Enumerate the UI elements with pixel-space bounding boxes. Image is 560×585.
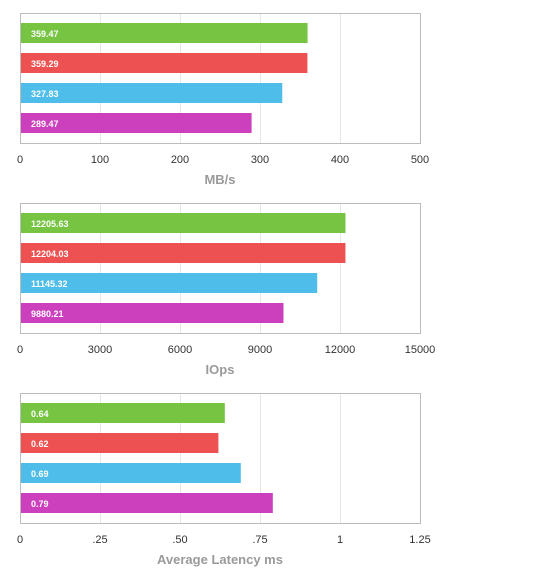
chart-2-bar-4 [21, 303, 284, 323]
chart-1-bar-label-3: 327.83 [31, 89, 59, 99]
chart-2-bar-label-1: 12205.63 [31, 219, 69, 229]
chart-1-bar-label-1: 359.47 [31, 29, 59, 39]
chart-1-tick-label: 0 [17, 154, 23, 166]
chart-3-tick-label: 0 [17, 534, 23, 546]
chart-3-tick-label: 1.25 [409, 534, 430, 546]
chart-3-bar-4 [21, 493, 273, 513]
chart-3-bar-label-4: 0.79 [31, 499, 49, 509]
chart-2-bar-label-2: 12204.03 [31, 249, 69, 259]
chart-2-tick-label: 12000 [325, 344, 356, 356]
chart-2-tick-label: 6000 [168, 344, 192, 356]
chart-1-tick-label: 400 [331, 154, 349, 166]
chart-1-bar-4 [21, 113, 252, 133]
chart-2-tick-label: 15000 [405, 344, 436, 356]
chart-1-bar-label-2: 359.29 [31, 59, 59, 69]
chart-1-bar-3 [21, 83, 283, 103]
chart-1-tick-label: 100 [91, 154, 109, 166]
chart-3-bar-2 [21, 433, 219, 453]
chart-3-bar-3 [21, 463, 241, 483]
chart-2-bar-label-4: 9880.21 [31, 309, 64, 319]
chart-2-tick-label: 9000 [248, 344, 272, 356]
chart-1-tick-label: 300 [251, 154, 269, 166]
chart-3-bar-1 [21, 403, 225, 423]
chart-2-bar-2 [21, 243, 346, 263]
chart-3-tick-label: .75 [252, 534, 267, 546]
chart-3-tick-label: 1 [337, 534, 343, 546]
chart-3-bar-label-3: 0.69 [31, 469, 49, 479]
chart-3-tick-label: .50 [172, 534, 187, 546]
chart-1-tick-label: 500 [411, 154, 429, 166]
chart-3-tick-label: .25 [92, 534, 107, 546]
chart-2-bar-3 [21, 273, 318, 293]
chart-1-tick-label: 200 [171, 154, 189, 166]
chart-2-bar-label-3: 11145.32 [31, 279, 68, 289]
chart-1-bar-2 [21, 53, 308, 73]
chart-2-tick-label: 0 [17, 344, 23, 356]
chart-2-tick-label: 3000 [88, 344, 112, 356]
chart-3-bar-label-1: 0.64 [31, 409, 49, 419]
chart-2-axis-label: IOps [206, 362, 235, 377]
chart-1-bar-label-4: 289.47 [31, 119, 59, 129]
chart-3-bar-label-2: 0.62 [31, 439, 49, 449]
chart-1-axis-label: MB/s [204, 172, 235, 187]
chart-2-bar-1 [21, 213, 346, 233]
chart-1-bar-1 [21, 23, 308, 43]
chart-3-axis-label: Average Latency ms [157, 552, 283, 567]
